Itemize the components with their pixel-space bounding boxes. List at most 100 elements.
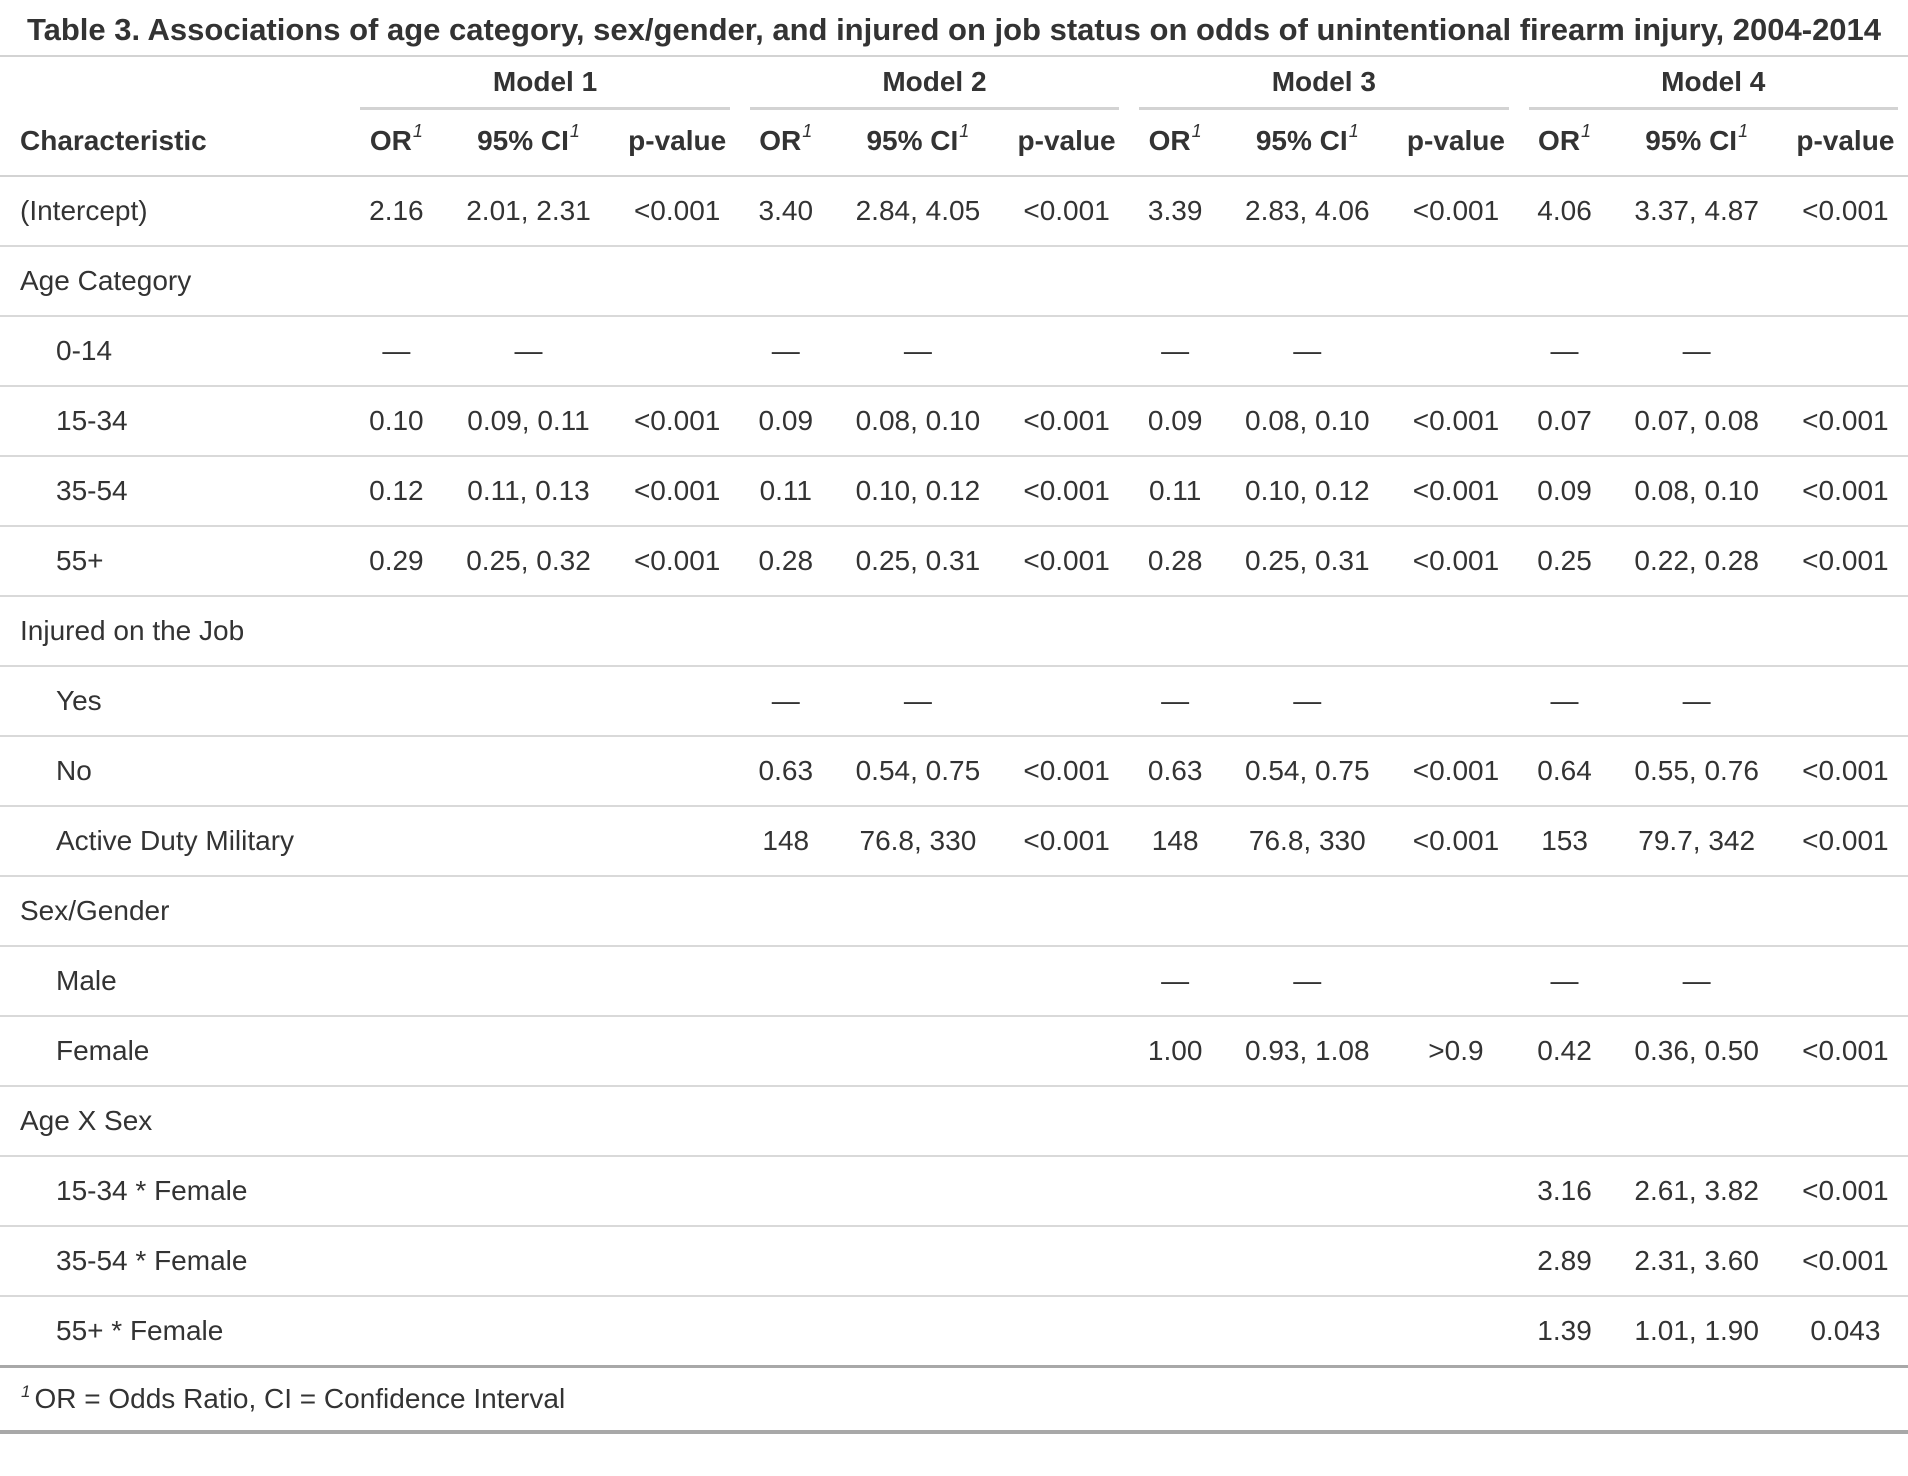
cell: — [831, 316, 1004, 387]
cell [614, 1226, 740, 1297]
cell: — [1610, 316, 1783, 387]
cell: 0.10 [350, 386, 443, 457]
cell [350, 1016, 443, 1087]
cell: 0.08, 0.10 [1610, 456, 1783, 527]
spanner-model-4-label: Model 4 [1528, 65, 1898, 110]
cell [739, 1296, 832, 1368]
cell [1003, 1156, 1130, 1227]
row-label: 15-34 * Female [0, 1156, 351, 1227]
cell: — [1221, 946, 1394, 1017]
cell [1782, 666, 1908, 737]
cell: <0.001 [1782, 176, 1908, 247]
row-label: 35-54 [0, 456, 351, 527]
cell [1129, 246, 1222, 317]
cell [1393, 246, 1519, 317]
cell: <0.001 [1003, 806, 1130, 877]
row-label: 0-14 [0, 316, 351, 387]
cell [1003, 1226, 1130, 1297]
footnote-text: OR = Odds Ratio, CI = Confidence Interva… [34, 1383, 566, 1414]
group-row: Sex/Gender [0, 876, 1908, 947]
cell [442, 876, 615, 947]
table-row: Female 1.00 0.93, 1.08 >0.9 0.42 0.36, 0.50 <0… [0, 1016, 1908, 1087]
table-body: (Intercept) 2.16 2.01, 2.31 <0.001 3.40 2.84,… [0, 176, 1908, 1368]
cell [1003, 596, 1130, 667]
cell [1393, 876, 1519, 947]
cell: 0.25, 0.32 [442, 526, 615, 597]
cell [1393, 316, 1519, 387]
cell: 0.07 [1518, 386, 1611, 457]
footnote-marker: 1 [569, 121, 580, 141]
row-label: Injured on the Job [0, 596, 351, 667]
cell: — [1518, 666, 1611, 737]
table-row: 55+ 0.29 0.25, 0.32 <0.001 0.28 0.25, 0.31 <0.… [0, 526, 1908, 597]
cell: — [831, 666, 1004, 737]
spanner-model-1-label: Model 1 [360, 65, 730, 110]
cell: 0.63 [739, 736, 832, 807]
table-row: Active Duty Military 148 76.8, 330 <0.001 14… [0, 806, 1908, 877]
cell: — [739, 666, 832, 737]
footnote-marker: 1 [21, 1382, 31, 1401]
row-label: Male [0, 946, 351, 1017]
cell: 148 [739, 806, 832, 877]
table-row: Male — — — — [0, 946, 1908, 1017]
column-header-row: OR1 95% CI1 p-value OR1 95% CI1 p-value … [0, 110, 1908, 177]
cell: 2.31, 3.60 [1610, 1226, 1783, 1297]
cell [1003, 666, 1130, 737]
cell [442, 806, 615, 877]
cell: 0.08, 0.10 [1221, 386, 1394, 457]
table-row: No 0.63 0.54, 0.75 <0.001 0.63 0.54, 0.75 <0.0… [0, 736, 1908, 807]
cell: <0.001 [1393, 176, 1519, 247]
column-header-ci-model4: 95% CI1 [1610, 110, 1783, 177]
cell [1221, 1086, 1394, 1157]
cell [831, 596, 1004, 667]
cell [350, 666, 443, 737]
row-label: Sex/Gender [0, 876, 351, 947]
row-label: (Intercept) [0, 176, 351, 247]
column-header-or-model3: OR1 [1129, 110, 1222, 177]
spanner-model-2: Model 2 [740, 57, 1129, 110]
cell [614, 596, 740, 667]
row-label: No [0, 736, 351, 807]
cell [614, 946, 740, 1017]
cell: — [1129, 316, 1222, 387]
footnote-marker: 1 [1191, 121, 1202, 141]
table-row: 15-34 0.10 0.09, 0.11 <0.001 0.09 0.08, 0.10 <… [0, 386, 1908, 457]
cell [350, 596, 443, 667]
regression-table: Characteristic Model 1 Model 2 Model 3 M… [0, 57, 1908, 1434]
row-label: Active Duty Military [0, 806, 351, 877]
cell: 3.16 [1518, 1156, 1611, 1227]
cell: <0.001 [1393, 526, 1519, 597]
cell: 2.89 [1518, 1226, 1611, 1297]
cell [831, 876, 1004, 947]
cell: 0.08, 0.10 [831, 386, 1004, 457]
cell: — [442, 316, 615, 387]
cell: 0.64 [1518, 736, 1611, 807]
cell [831, 1086, 1004, 1157]
spanner-model-4: Model 4 [1519, 57, 1908, 110]
cell: <0.001 [1782, 386, 1908, 457]
cell [1782, 246, 1908, 317]
cell: 0.11 [1129, 456, 1222, 527]
cell: 76.8, 330 [1221, 806, 1394, 877]
row-label: 55+ * Female [0, 1296, 351, 1368]
cell [1393, 1226, 1519, 1297]
cell [739, 1226, 832, 1297]
cell [739, 596, 832, 667]
cell [1393, 596, 1519, 667]
cell [831, 946, 1004, 1017]
cell: 0.63 [1129, 736, 1222, 807]
group-row: Injured on the Job [0, 596, 1908, 667]
table-row: 35-54 0.12 0.11, 0.13 <0.001 0.11 0.10, 0.12 <… [0, 456, 1908, 527]
cell [1129, 1086, 1222, 1157]
cell: <0.001 [1393, 386, 1519, 457]
cell [350, 946, 443, 1017]
cell [350, 736, 443, 807]
cell [350, 806, 443, 877]
cell: >0.9 [1393, 1016, 1519, 1087]
cell: 0.09 [1518, 456, 1611, 527]
cell: 0.10, 0.12 [1221, 456, 1394, 527]
cell: <0.001 [1782, 526, 1908, 597]
cell [614, 316, 740, 387]
cell: <0.001 [1003, 526, 1130, 597]
cell: <0.001 [1782, 1156, 1908, 1227]
